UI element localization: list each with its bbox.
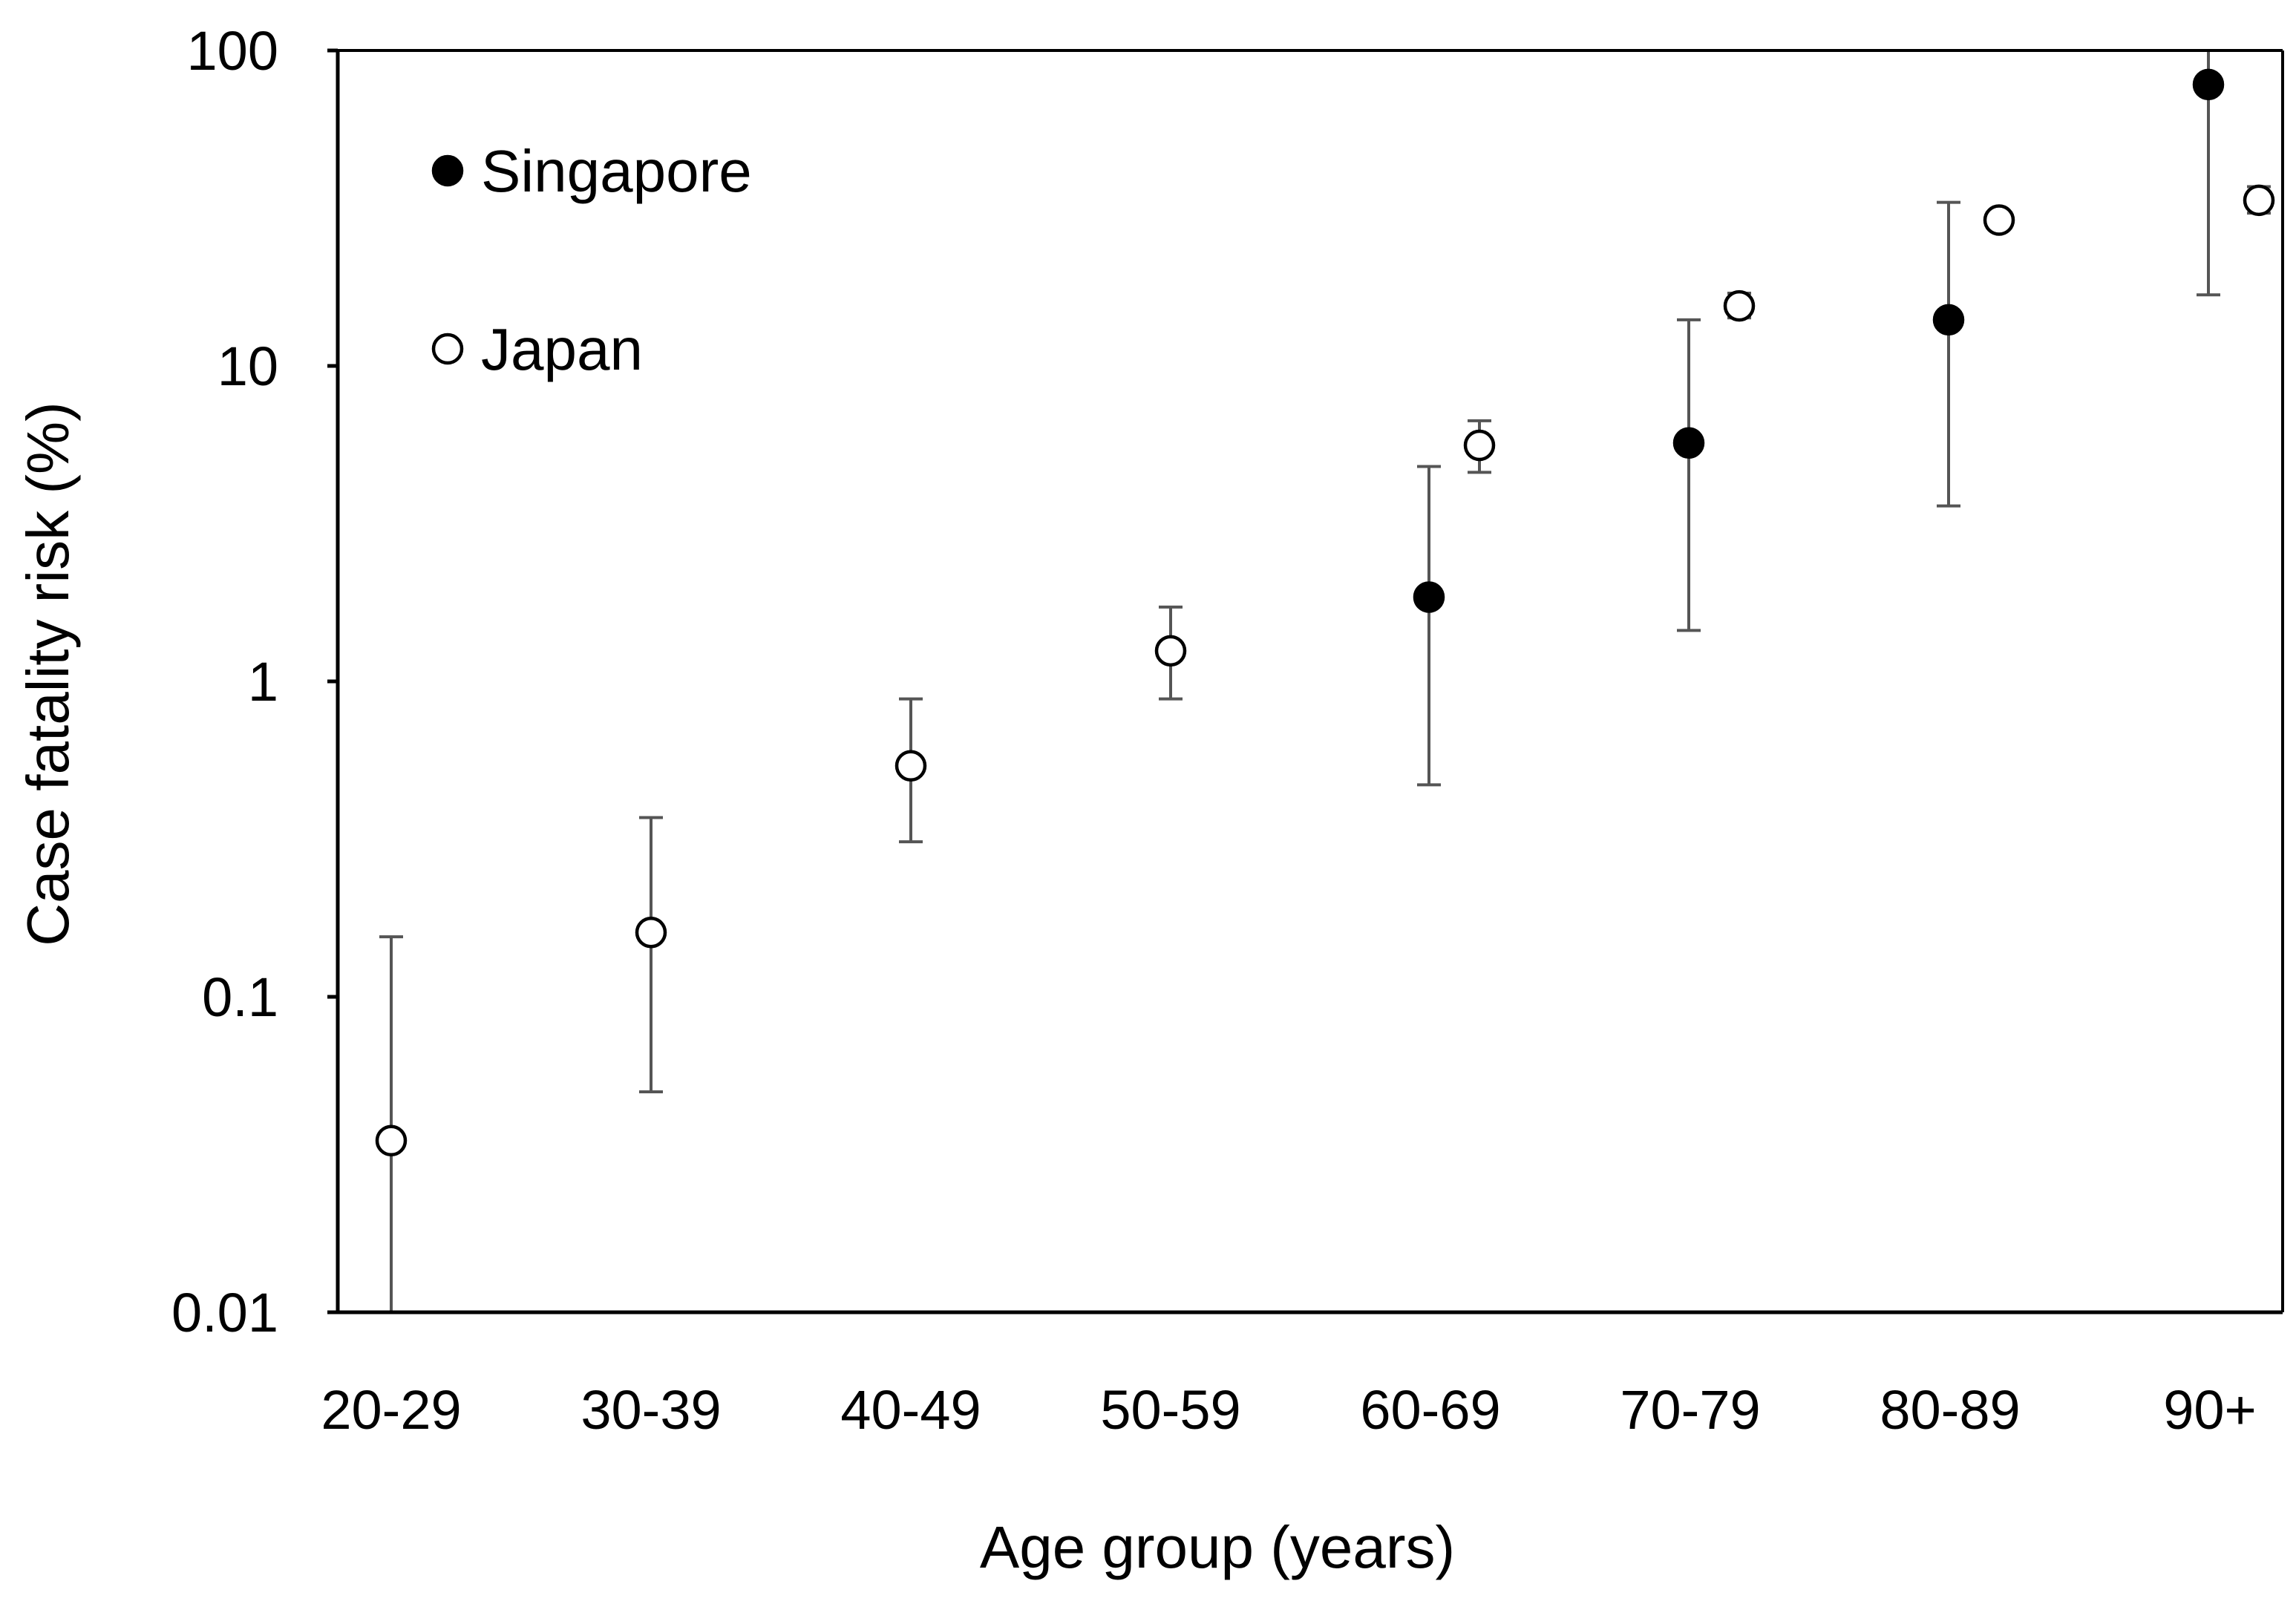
x-tick-label: 90+	[2163, 1379, 2257, 1441]
point-japan	[2243, 184, 2275, 217]
point-japan	[635, 916, 667, 949]
x-tick-label: 20-29	[321, 1379, 461, 1441]
legend-label-japan: Japan	[481, 316, 643, 382]
point-japan	[1463, 429, 1496, 462]
y-axis-title: Case fatality risk (%)	[15, 402, 81, 946]
x-tick-label: 40-49	[840, 1379, 981, 1441]
error-bar-singapore	[1677, 318, 1701, 632]
legend-marker-singapore	[431, 154, 464, 187]
y-tick-label: 0.01	[171, 1282, 278, 1343]
point-singapore	[1932, 304, 1965, 336]
y-tick-label: 10	[218, 335, 278, 397]
point-japan	[1983, 204, 2015, 236]
legend-marker-japan	[431, 333, 464, 365]
point-japan	[894, 750, 927, 782]
point-singapore	[2192, 68, 2225, 101]
x-tick-label: 70-79	[1620, 1379, 1760, 1441]
point-singapore	[1413, 581, 1445, 613]
x-tick-label: 50-59	[1100, 1379, 1240, 1441]
tick-labels: 0.01 0.1 1 10 100 20-29 30-39 40-49 50-59 60-69 70…	[171, 20, 2257, 1441]
legend: Singapore Japan	[431, 138, 752, 382]
error-bars	[379, 50, 2271, 1312]
y-tick-label: 0.1	[202, 966, 278, 1028]
x-tick-label: 30-39	[580, 1379, 721, 1441]
x-tick-label: 80-89	[1880, 1379, 2020, 1441]
error-bar-japan	[639, 816, 663, 1093]
x-tick-label: 60-69	[1360, 1379, 1500, 1441]
x-axis-title: Age group (years)	[980, 1514, 1455, 1580]
point-japan	[375, 1124, 408, 1157]
point-japan	[1723, 289, 1756, 322]
point-singapore	[1672, 427, 1705, 459]
y-tick-label: 1	[248, 651, 278, 713]
y-tick-label: 100	[187, 20, 278, 82]
data-points	[375, 68, 2275, 1157]
error-bar-singapore	[1417, 465, 1441, 787]
error-bar-singapore	[1937, 200, 1960, 508]
error-bar-japan	[379, 935, 403, 1312]
point-japan	[1154, 635, 1187, 667]
axes	[327, 48, 2284, 1314]
legend-label-singapore: Singapore	[481, 138, 752, 204]
